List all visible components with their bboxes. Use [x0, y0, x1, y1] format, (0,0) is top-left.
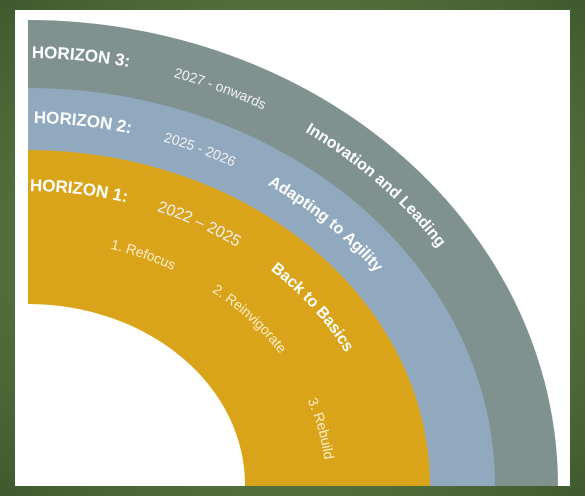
roadmap-diagram: HORIZON 3: 2027 - onwards Innovation and… — [0, 0, 585, 496]
